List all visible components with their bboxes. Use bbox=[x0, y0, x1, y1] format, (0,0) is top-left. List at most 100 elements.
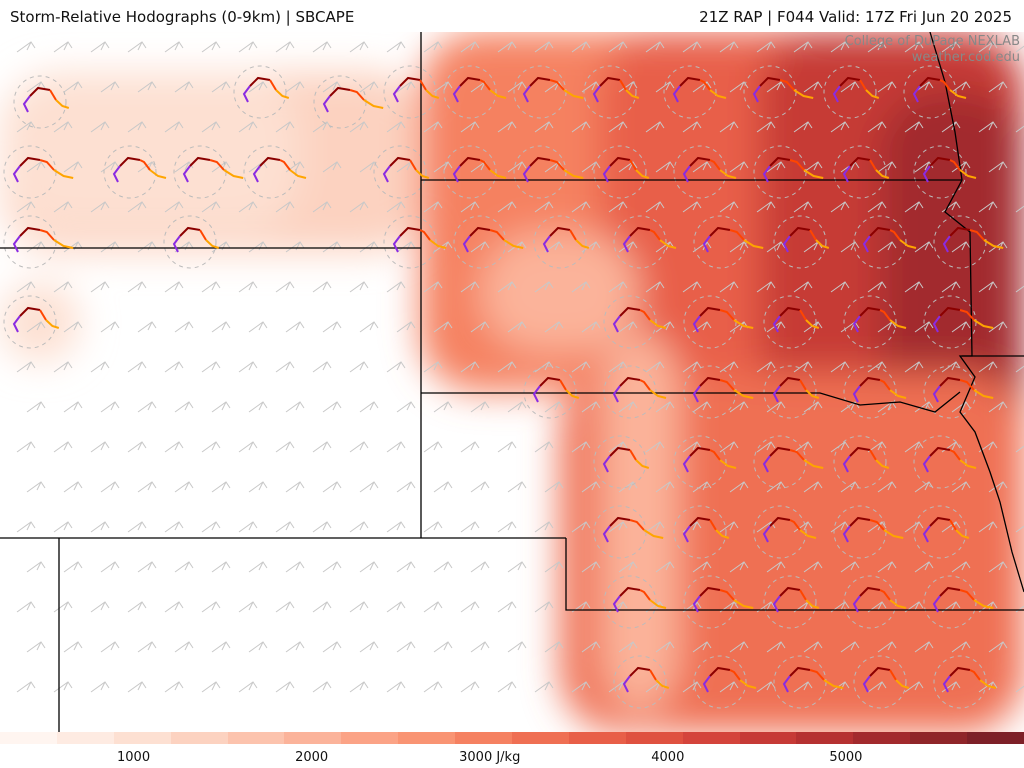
wind-barb bbox=[423, 361, 443, 373]
wind-barb bbox=[507, 481, 527, 493]
wind-barb bbox=[507, 641, 527, 653]
wind-barb bbox=[645, 361, 665, 373]
wind-barb bbox=[682, 441, 702, 453]
hodograph-ring bbox=[843, 365, 897, 419]
wind-barb bbox=[692, 321, 712, 333]
wind-barb bbox=[608, 361, 628, 373]
wind-barb bbox=[211, 401, 231, 413]
hodograph bbox=[322, 86, 384, 113]
wind-barb bbox=[63, 161, 83, 173]
wind-barb bbox=[423, 681, 443, 693]
wind-barb bbox=[349, 121, 369, 133]
wind-barb bbox=[359, 241, 379, 253]
wind-barb bbox=[719, 201, 739, 213]
hodograph bbox=[602, 446, 650, 473]
hodograph-map bbox=[0, 32, 1024, 732]
hodograph bbox=[862, 226, 917, 253]
wind-barb bbox=[248, 401, 268, 413]
wind-barb bbox=[275, 601, 295, 613]
wind-barb bbox=[608, 121, 628, 133]
wind-barb bbox=[655, 81, 675, 93]
hodograph-ring bbox=[383, 215, 437, 269]
wind-barb bbox=[396, 401, 416, 413]
wind-barb bbox=[100, 241, 120, 253]
hodograph-ring bbox=[593, 435, 647, 489]
wind-barb bbox=[534, 201, 554, 213]
hodograph-ring bbox=[843, 295, 897, 349]
wind-barb bbox=[497, 121, 517, 133]
hodograph bbox=[602, 156, 650, 183]
wind-barb bbox=[53, 281, 73, 293]
hodograph bbox=[382, 156, 430, 183]
wind-barb bbox=[534, 281, 554, 293]
wind-barb bbox=[63, 481, 83, 493]
wind-barb bbox=[470, 401, 490, 413]
wind-barb bbox=[618, 641, 638, 653]
hodograph bbox=[782, 226, 830, 253]
wind-barb bbox=[682, 281, 702, 293]
colorbar-swatch bbox=[568, 732, 626, 744]
border-ok-tx bbox=[565, 538, 1024, 611]
wind-barb bbox=[359, 321, 379, 333]
cape-region bbox=[480, 232, 640, 352]
wind-barb bbox=[349, 281, 369, 293]
wind-barb bbox=[238, 441, 258, 453]
wind-barb bbox=[840, 481, 860, 493]
wind-barb bbox=[544, 321, 564, 333]
colorbar-swatch bbox=[739, 732, 797, 744]
wind-barb bbox=[571, 121, 591, 133]
wind-barb bbox=[275, 41, 295, 53]
wind-barb bbox=[581, 321, 601, 333]
wind-barb bbox=[867, 281, 887, 293]
wind-barb bbox=[692, 161, 712, 173]
wind-barb bbox=[312, 41, 332, 53]
credit-url: weather.cod.edu bbox=[911, 50, 1020, 65]
hodograph-ring bbox=[693, 655, 747, 709]
hodograph-ring bbox=[833, 435, 887, 489]
wind-barb bbox=[423, 121, 443, 133]
hodograph-ring bbox=[913, 145, 967, 199]
hodograph bbox=[942, 226, 1004, 253]
wind-barb bbox=[507, 161, 527, 173]
wind-barb bbox=[830, 601, 850, 613]
wind-barb bbox=[285, 641, 305, 653]
wind-barb bbox=[682, 41, 702, 53]
wind-barb bbox=[830, 201, 850, 213]
hodograph-ring bbox=[853, 215, 907, 269]
wind-barb bbox=[386, 521, 406, 533]
wind-barb bbox=[127, 281, 147, 293]
wind-barb bbox=[460, 41, 480, 53]
wind-barb bbox=[877, 641, 897, 653]
wind-barb bbox=[16, 441, 36, 453]
wind-barb bbox=[507, 401, 527, 413]
wind-barb bbox=[608, 601, 628, 613]
wind-barb bbox=[840, 561, 860, 573]
wind-barb bbox=[581, 561, 601, 573]
wind-barb bbox=[655, 561, 675, 573]
wind-barb bbox=[63, 81, 83, 93]
wind-barb bbox=[53, 521, 73, 533]
wind-barb bbox=[988, 641, 1008, 653]
wind-barb bbox=[988, 561, 1008, 573]
wind-barb bbox=[904, 681, 924, 693]
wind-barb bbox=[978, 121, 998, 133]
wind-barb bbox=[1015, 125, 1024, 133]
colorbar-swatch bbox=[910, 732, 968, 744]
colorbar-swatch bbox=[682, 732, 740, 744]
wind-barb bbox=[248, 481, 268, 493]
wind-barb bbox=[756, 361, 776, 373]
border-mo-river bbox=[929, 32, 1024, 593]
wind-barb bbox=[507, 241, 527, 253]
hodograph-ring bbox=[603, 365, 657, 419]
wind-barb bbox=[497, 361, 517, 373]
wind-barb bbox=[423, 521, 443, 533]
wind-barb bbox=[349, 201, 369, 213]
wind-barb bbox=[386, 441, 406, 453]
wind-barb bbox=[322, 161, 342, 173]
wind-barb bbox=[914, 481, 934, 493]
wind-barb bbox=[534, 521, 554, 533]
wind-barb bbox=[312, 441, 332, 453]
wind-barb bbox=[16, 201, 36, 213]
wind-barb bbox=[581, 81, 601, 93]
cape-region bbox=[600, 332, 680, 712]
